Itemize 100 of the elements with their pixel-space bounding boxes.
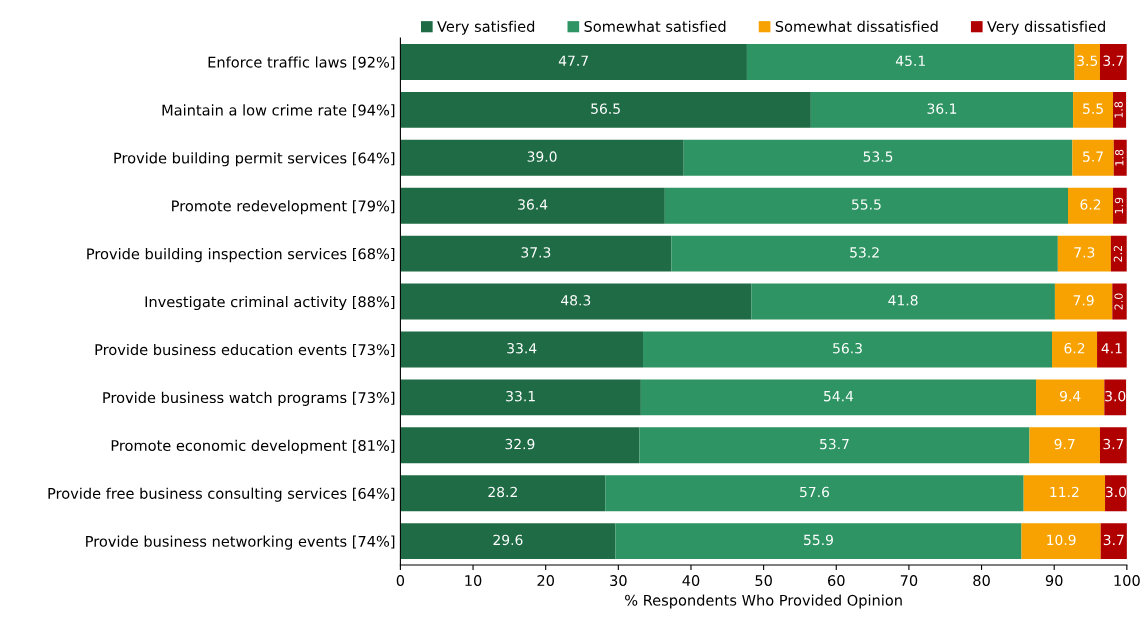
data-label: 6.2 (1080, 199, 1101, 210)
data-label: 3.7 (1103, 534, 1124, 546)
bar (639, 427, 1030, 464)
data-label: 1.9 (1114, 197, 1124, 214)
bar (1054, 283, 1113, 320)
data-label: 3.5 (1077, 55, 1098, 66)
y-tick-label: Promote economic development [81%] (111, 439, 395, 454)
data-label: 1.8 (1114, 101, 1123, 118)
bar (1052, 331, 1098, 368)
bar (400, 235, 672, 272)
data-label: 56.3 (833, 342, 862, 354)
bar (400, 91, 811, 128)
data-label: 48.3 (561, 295, 591, 306)
bar (400, 379, 641, 416)
bar (671, 235, 1058, 272)
data-label: 36.4 (518, 199, 548, 210)
bar (400, 331, 644, 368)
bar (1099, 43, 1127, 80)
data-label: 57.6 (800, 486, 830, 498)
bar (605, 475, 1024, 512)
data-label: 6.2 (1064, 342, 1085, 354)
x-tick-label: 0 (396, 575, 405, 587)
legend-label: Somewhat satisfied (584, 20, 726, 32)
y-tick-label: Investigate criminal activity [88%] (145, 295, 395, 311)
data-label: 3.7 (1103, 438, 1124, 450)
data-label: 53.5 (863, 151, 893, 162)
data-label: 2.0 (1114, 293, 1123, 310)
data-label: 33.1 (506, 390, 535, 402)
data-label: 32.9 (505, 438, 535, 450)
data-label: 39.0 (527, 151, 557, 162)
data-label: 53.2 (850, 247, 879, 258)
data-label: 3.0 (1105, 486, 1127, 498)
data-label: 10.9 (1047, 534, 1076, 546)
bar (615, 523, 1022, 560)
data-label: 11.2 (1050, 486, 1079, 498)
bar (1100, 523, 1127, 560)
bar (400, 427, 640, 464)
bar (1023, 475, 1106, 512)
y-tick-label: Maintain a low crime rate [94%] (162, 104, 395, 118)
bar (400, 523, 616, 560)
data-label: 3.7 (1103, 55, 1124, 66)
bar (746, 43, 1075, 80)
data-label: 41.8 (888, 295, 918, 306)
x-axis-title: % Respondents Who Provided Opinion (625, 594, 902, 609)
data-label: 5.5 (1083, 103, 1103, 114)
bar (1074, 43, 1100, 80)
bar (810, 91, 1074, 128)
data-label: 47.7 (558, 55, 588, 66)
bar (400, 475, 606, 512)
bar (751, 283, 1055, 320)
x-tick-label: 90 (1045, 575, 1063, 587)
y-tick-label: Provide business watch programs [73%] (103, 391, 395, 406)
y-tick-label: Provide free business consulting services [64%] (48, 487, 395, 502)
bar (640, 379, 1037, 416)
bar (1099, 427, 1127, 464)
data-label: 45.1 (895, 55, 925, 66)
data-label: 28.2 (488, 486, 517, 498)
data-label: 7.3 (1074, 247, 1095, 258)
data-label: 5.7 (1083, 151, 1103, 162)
data-label: 3.0 (1105, 390, 1126, 402)
data-label: 1.8 (1115, 149, 1124, 166)
data-label: 29.6 (493, 534, 523, 546)
bar (1029, 427, 1100, 464)
x-tick-label: 80 (973, 575, 990, 587)
bar (1036, 379, 1105, 416)
data-label: 36.1 (927, 103, 957, 114)
data-label: 56.5 (591, 103, 620, 114)
data-label: 55.9 (804, 534, 833, 546)
y-tick-label: Provide business networking events [74%] (86, 535, 395, 550)
y-tick-label: Promote redevelopment [79%] (172, 200, 395, 215)
x-tick-label: 40 (682, 575, 700, 587)
y-tick-label: Provide building inspection services [68%] (87, 248, 395, 263)
bar (1068, 187, 1114, 224)
data-label: 9.4 (1060, 390, 1081, 402)
data-label: 7.9 (1073, 295, 1094, 306)
bar (1021, 523, 1101, 560)
bar (643, 331, 1053, 368)
legend-label: Very dissatisfied (987, 20, 1105, 35)
bar (1073, 91, 1114, 128)
bar (400, 187, 665, 224)
x-tick-label: 100 (1114, 575, 1140, 587)
bar (1057, 235, 1111, 272)
data-label: 55.5 (852, 199, 881, 210)
x-tick-label: 60 (828, 575, 845, 587)
legend-label: Very satisfied (437, 20, 535, 35)
x-tick-label: 10 (465, 575, 482, 587)
data-label: 4.1 (1101, 343, 1122, 354)
bar (400, 283, 752, 320)
bar (1113, 91, 1127, 128)
y-tick-label: Enforce traffic laws [92%] (208, 56, 395, 70)
bar (1097, 331, 1127, 368)
y-tick-label: Provide building permit services [64%] (114, 152, 395, 167)
bar (1072, 139, 1114, 176)
data-label: 33.4 (507, 342, 537, 354)
bar (664, 187, 1068, 224)
y-tick-label: Provide business education events [73%] (95, 343, 395, 357)
x-tick-label: 30 (610, 575, 627, 587)
x-tick-label: 50 (755, 575, 772, 587)
x-tick-label: 70 (900, 575, 918, 587)
legend-label: Somewhat dissatisfied (775, 20, 938, 32)
